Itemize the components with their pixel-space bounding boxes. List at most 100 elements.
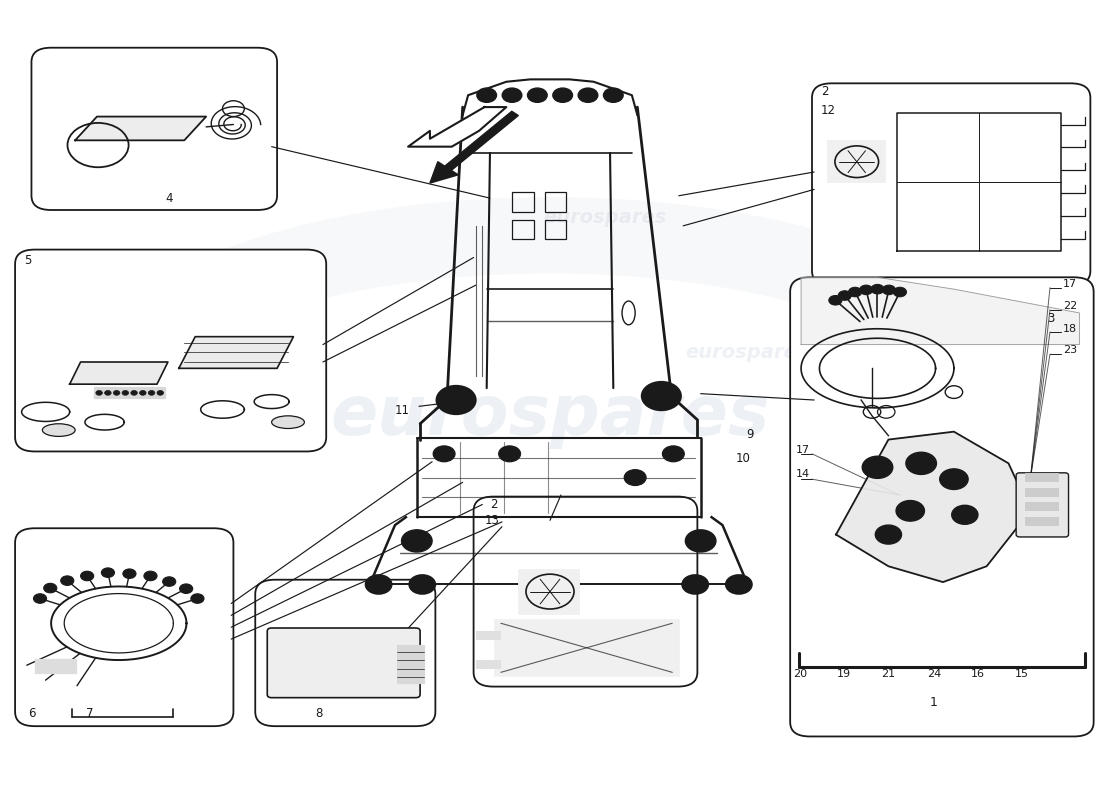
FancyBboxPatch shape bbox=[474, 497, 697, 686]
Text: 4: 4 bbox=[166, 192, 173, 206]
Circle shape bbox=[498, 446, 520, 462]
Text: 20: 20 bbox=[793, 669, 807, 678]
Circle shape bbox=[101, 568, 114, 578]
Circle shape bbox=[848, 287, 861, 297]
Circle shape bbox=[35, 594, 47, 604]
Circle shape bbox=[365, 575, 392, 594]
Polygon shape bbox=[801, 278, 1079, 345]
Bar bbox=[476, 660, 499, 667]
Circle shape bbox=[828, 295, 842, 305]
Text: eurospares: eurospares bbox=[183, 351, 306, 370]
Circle shape bbox=[157, 390, 164, 395]
Bar bbox=[35, 659, 76, 673]
Text: 22: 22 bbox=[1063, 302, 1077, 311]
Text: 18: 18 bbox=[1063, 323, 1077, 334]
Polygon shape bbox=[75, 117, 206, 140]
Circle shape bbox=[140, 390, 146, 395]
Text: 2: 2 bbox=[821, 85, 828, 98]
Circle shape bbox=[96, 390, 102, 395]
Text: 12: 12 bbox=[821, 103, 836, 117]
Text: 16: 16 bbox=[971, 669, 984, 678]
Circle shape bbox=[579, 88, 597, 102]
Bar bbox=[397, 645, 425, 682]
Circle shape bbox=[437, 386, 476, 414]
Circle shape bbox=[446, 392, 468, 408]
Circle shape bbox=[177, 585, 190, 594]
Text: 9: 9 bbox=[747, 428, 754, 441]
Bar bbox=[544, 192, 566, 211]
Circle shape bbox=[60, 575, 74, 585]
FancyBboxPatch shape bbox=[812, 83, 1090, 286]
Text: 8: 8 bbox=[316, 707, 322, 720]
Text: 2: 2 bbox=[490, 498, 497, 511]
Bar bbox=[512, 219, 534, 239]
Circle shape bbox=[477, 88, 496, 102]
Text: 15: 15 bbox=[1014, 669, 1028, 678]
Circle shape bbox=[528, 88, 547, 102]
Bar bbox=[828, 141, 886, 182]
Polygon shape bbox=[408, 107, 506, 146]
Circle shape bbox=[682, 575, 708, 594]
Text: 19: 19 bbox=[837, 669, 850, 678]
Text: 3: 3 bbox=[1047, 312, 1054, 325]
Circle shape bbox=[553, 88, 572, 102]
FancyBboxPatch shape bbox=[790, 278, 1093, 737]
Circle shape bbox=[641, 382, 681, 410]
Circle shape bbox=[650, 388, 672, 404]
Circle shape bbox=[876, 525, 902, 544]
FancyBboxPatch shape bbox=[255, 580, 436, 726]
Text: 6: 6 bbox=[29, 707, 35, 720]
FancyBboxPatch shape bbox=[32, 48, 277, 210]
Circle shape bbox=[123, 570, 136, 578]
Circle shape bbox=[893, 287, 906, 297]
FancyBboxPatch shape bbox=[812, 313, 1090, 487]
Text: 5: 5 bbox=[24, 254, 31, 267]
Text: 10: 10 bbox=[736, 452, 750, 465]
Circle shape bbox=[433, 446, 455, 462]
Circle shape bbox=[871, 285, 884, 294]
Text: 17: 17 bbox=[795, 446, 810, 455]
Circle shape bbox=[896, 501, 924, 521]
Circle shape bbox=[859, 285, 872, 294]
Text: 23: 23 bbox=[1063, 345, 1077, 355]
Circle shape bbox=[906, 452, 936, 474]
Circle shape bbox=[939, 469, 968, 490]
Circle shape bbox=[113, 390, 120, 395]
Circle shape bbox=[148, 390, 155, 395]
Text: 11: 11 bbox=[395, 405, 410, 418]
Circle shape bbox=[838, 290, 851, 300]
Bar bbox=[1025, 473, 1057, 481]
FancyArrow shape bbox=[430, 111, 518, 183]
Polygon shape bbox=[69, 362, 168, 384]
Circle shape bbox=[952, 506, 978, 524]
Bar bbox=[1025, 502, 1057, 510]
Circle shape bbox=[862, 456, 893, 478]
Circle shape bbox=[726, 575, 752, 594]
Circle shape bbox=[122, 390, 129, 395]
Text: 14: 14 bbox=[795, 469, 810, 479]
Circle shape bbox=[455, 398, 466, 406]
Circle shape bbox=[503, 88, 521, 102]
Bar bbox=[544, 219, 566, 239]
Text: eurospares: eurospares bbox=[685, 343, 808, 362]
Text: eurospares: eurospares bbox=[543, 209, 667, 227]
Text: eurospares: eurospares bbox=[330, 382, 770, 450]
FancyBboxPatch shape bbox=[15, 250, 327, 451]
Bar bbox=[495, 620, 679, 675]
Polygon shape bbox=[836, 432, 1031, 582]
Bar bbox=[94, 387, 165, 398]
Text: eurospares: eurospares bbox=[139, 161, 263, 180]
Circle shape bbox=[104, 390, 111, 395]
Text: 24: 24 bbox=[927, 669, 942, 678]
Text: 17: 17 bbox=[1063, 279, 1077, 289]
Bar bbox=[1025, 488, 1057, 495]
Circle shape bbox=[46, 584, 58, 594]
Circle shape bbox=[685, 530, 716, 552]
Ellipse shape bbox=[272, 416, 305, 429]
Circle shape bbox=[81, 573, 95, 582]
Text: 13: 13 bbox=[484, 514, 499, 526]
Text: 21: 21 bbox=[881, 669, 895, 678]
Circle shape bbox=[624, 470, 646, 486]
Circle shape bbox=[662, 446, 684, 462]
Text: 1: 1 bbox=[930, 696, 937, 709]
